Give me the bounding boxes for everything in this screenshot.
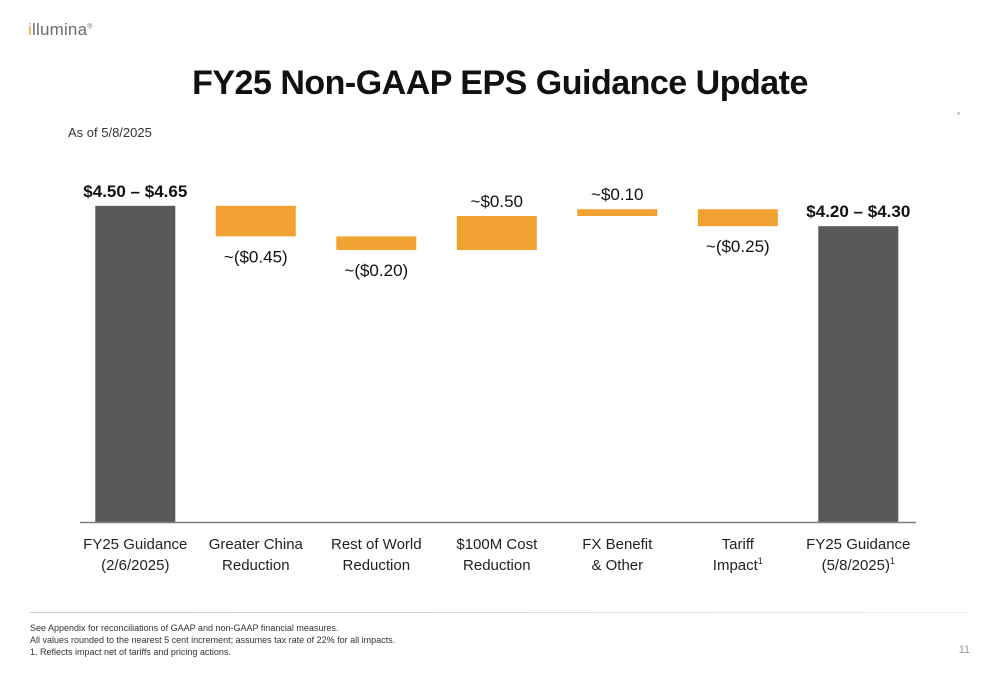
footnote-1: See Appendix for reconciliations of GAAP… <box>30 623 339 633</box>
bar-3 <box>336 236 417 250</box>
x-tick-label-7-line-1: FY25 Guidance <box>806 536 910 553</box>
logo-registered-mark: ® <box>87 23 93 31</box>
bar-1 <box>95 205 176 523</box>
data-label-3: ~($0.20) <box>344 261 408 280</box>
bar-4 <box>456 216 537 250</box>
footnote-marker: 1 <box>890 556 895 566</box>
x-tick-label-4-line-1: $100M Cost <box>456 536 538 553</box>
x-tick-label-4-line-2: Reduction <box>463 557 531 574</box>
bar-2 <box>215 205 296 237</box>
data-label-4: ~$0.50 <box>471 192 523 211</box>
bar-6 <box>697 209 778 227</box>
x-tick-label-1-line-2: (2/6/2025) <box>101 557 169 574</box>
footnote-2: All values rounded to the nearest 5 cent… <box>30 635 396 645</box>
decorative-dot <box>957 112 960 115</box>
x-tick-label-6-line-2: Impact1 <box>713 556 763 574</box>
data-label-5: ~$0.10 <box>591 185 643 204</box>
x-tick-label-2-line-1: Greater China <box>209 536 304 553</box>
page-number: 11 <box>958 644 970 656</box>
data-label-6: ~($0.25) <box>706 237 770 256</box>
bar-5 <box>577 209 658 216</box>
x-tick-label-5-line-1: FX Benefit <box>582 536 653 553</box>
data-label-7: $4.20 – $4.30 <box>806 202 910 221</box>
x-tick-label-3-line-1: Rest of World <box>331 536 422 553</box>
bar-7 <box>818 226 899 522</box>
footer-divider <box>30 612 970 613</box>
footnote-3: 1. Reflects impact net of tariffs and pr… <box>30 647 231 657</box>
x-tick-label-2-line-2: Reduction <box>222 557 290 574</box>
footnote-marker: 1 <box>758 556 763 566</box>
logo-text: llumina <box>31 20 88 39</box>
eps-waterfall-chart: $4.50 – $4.65 ~($0.45) ~($0.20) ~$0.50 ~$0.1… <box>80 182 916 574</box>
x-tick-label-5-line-2: & Other <box>591 557 643 574</box>
as-of-date: As of 5/8/2025 <box>68 125 152 140</box>
data-label-1: $4.50 – $4.65 <box>83 182 187 201</box>
data-label-2: ~($0.45) <box>224 247 288 266</box>
x-tick-label-7-line-2: (5/8/2025)1 <box>822 556 895 574</box>
x-tick-label-1-line-1: FY25 Guidance <box>83 536 187 553</box>
illumina-logo: illumina® <box>28 20 93 40</box>
x-tick-label-3-line-2: Reduction <box>343 557 411 574</box>
footnotes: See Appendix for reconciliations of GAAP… <box>30 622 395 658</box>
logo-first-letter: i <box>28 20 32 39</box>
page-title: FY25 Non-GAAP EPS Guidance Update <box>192 64 808 102</box>
x-tick-label-6-line-1: Tariff <box>722 536 755 553</box>
